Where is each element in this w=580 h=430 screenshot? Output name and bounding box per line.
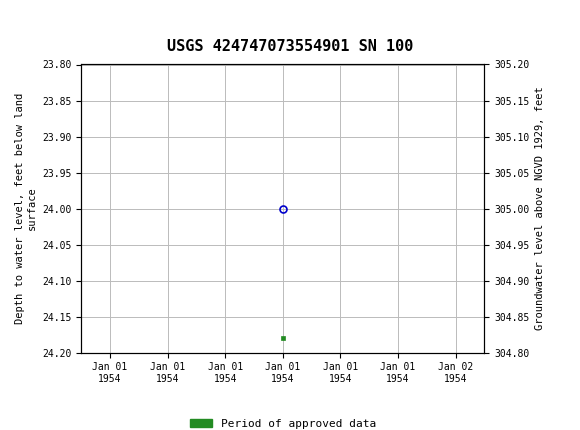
- Legend: Period of approved data: Period of approved data: [185, 415, 380, 430]
- Y-axis label: Depth to water level, feet below land
surface: Depth to water level, feet below land su…: [15, 93, 37, 324]
- Text: USGS: USGS: [49, 14, 104, 31]
- Text: USGS 424747073554901 SN 100: USGS 424747073554901 SN 100: [167, 39, 413, 54]
- Y-axis label: Groundwater level above NGVD 1929, feet: Groundwater level above NGVD 1929, feet: [535, 87, 545, 330]
